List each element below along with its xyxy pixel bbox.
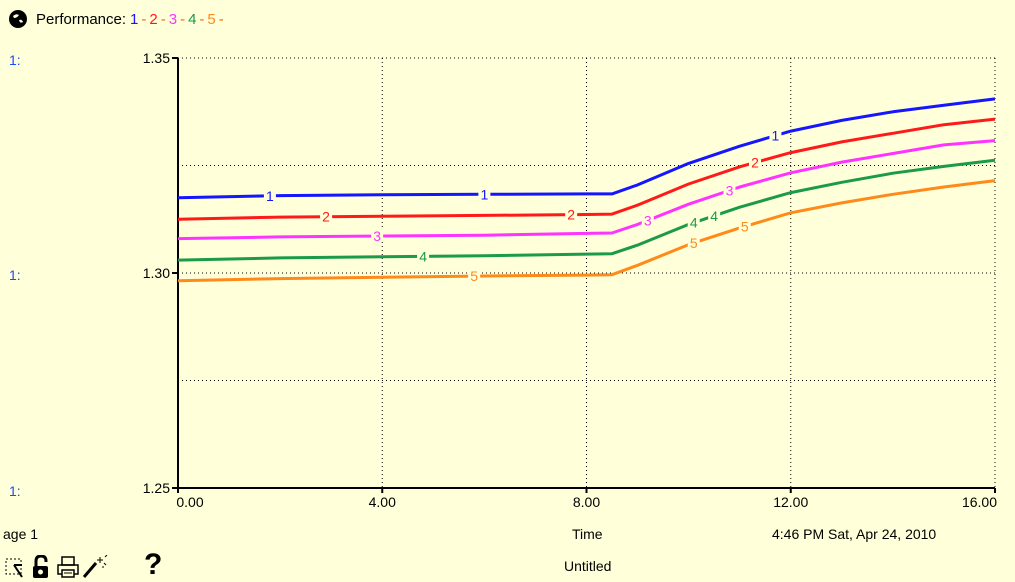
series-marker-bg bbox=[263, 187, 276, 202]
series-marker-bg bbox=[371, 228, 384, 243]
series-line-1 bbox=[177, 97, 996, 200]
series-marker-5: 5 bbox=[741, 218, 749, 234]
legend-ref-1[interactable]: 1 bbox=[130, 11, 139, 28]
y-tick-label: 1.30 bbox=[143, 265, 170, 281]
series-line-3 bbox=[177, 139, 996, 241]
timestamp: 4:46 PM Sat, Apr 24, 2010 bbox=[772, 526, 937, 542]
series-marker-2: 2 bbox=[751, 155, 759, 171]
axis-prefix-mid: 1: bbox=[9, 267, 21, 283]
magic-wand-icon[interactable] bbox=[82, 555, 110, 579]
x-tick-label: 16.00 bbox=[962, 494, 997, 510]
series-marker-bg bbox=[769, 127, 782, 142]
series-line-5 bbox=[177, 179, 996, 283]
series-marker-bg bbox=[687, 234, 700, 249]
series-marker-1: 1 bbox=[480, 186, 488, 202]
globe-icon[interactable] bbox=[8, 9, 28, 29]
series-line-2 bbox=[177, 117, 996, 221]
chart-title: Performance: bbox=[36, 11, 127, 28]
series-line-4 bbox=[177, 158, 996, 262]
x-tick-label: 12.00 bbox=[773, 494, 808, 510]
grid-lines bbox=[177, 57, 996, 489]
series-marker-bg bbox=[738, 218, 751, 233]
select-icon[interactable] bbox=[4, 555, 26, 579]
axis-prefix-bottom: 1: bbox=[9, 483, 21, 499]
series-marker-4: 4 bbox=[710, 208, 718, 224]
series-marker-bg bbox=[687, 214, 700, 229]
print-icon[interactable] bbox=[56, 555, 80, 579]
y-tick-label: 1.25 bbox=[143, 480, 170, 496]
chart-header: Performance: 1-2-3-4-5- bbox=[36, 11, 224, 28]
series-marker-3: 3 bbox=[373, 228, 381, 244]
help-button[interactable]: ? bbox=[144, 548, 163, 581]
series-marker-1: 1 bbox=[772, 128, 780, 144]
series-marker-1: 1 bbox=[266, 188, 274, 204]
x-tick-label: 8.00 bbox=[573, 494, 600, 510]
series-marker-bg bbox=[749, 154, 762, 169]
series-marker-4: 4 bbox=[419, 248, 427, 264]
line-chart: 1.251.301.350.00 4.00 8.00 12.00 16.00 1 112 2… bbox=[143, 50, 997, 510]
series-marker-5: 5 bbox=[470, 268, 478, 284]
x-tick-label: 0.00 bbox=[176, 494, 203, 510]
document-title: Untitled bbox=[564, 558, 612, 574]
series-marker-bg bbox=[478, 186, 491, 201]
series-marker-3: 3 bbox=[644, 212, 652, 228]
series-marker-bg bbox=[708, 207, 721, 222]
y-tick-label: 1.35 bbox=[143, 50, 170, 66]
series-marker-bg bbox=[641, 212, 654, 227]
series-marker-5: 5 bbox=[690, 235, 698, 251]
series-marker-bg bbox=[565, 206, 578, 221]
lock-icon[interactable] bbox=[30, 555, 52, 579]
x-tick-label: 4.00 bbox=[369, 494, 396, 510]
legend-ref-5[interactable]: 5 bbox=[207, 11, 216, 28]
legend-ref-2[interactable]: 2 bbox=[149, 11, 158, 28]
legend-ref-3[interactable]: 3 bbox=[168, 11, 178, 28]
series-marker-bg bbox=[468, 268, 481, 283]
series-marker-bg bbox=[723, 182, 736, 197]
page-label[interactable]: age 1 bbox=[3, 526, 39, 542]
series-marker-bg bbox=[417, 248, 430, 263]
series-marker-4: 4 bbox=[690, 215, 698, 231]
tick-labels: 1.25 1.30 1.35 0.00 4.00 8.00 12.00 16.00 bbox=[143, 50, 997, 510]
series-marker-bg bbox=[320, 208, 333, 223]
series-lines bbox=[177, 97, 996, 283]
x-axis-label: Time bbox=[572, 526, 603, 542]
series-marker-3: 3 bbox=[726, 182, 734, 198]
legend-ref-4[interactable]: 4 bbox=[188, 11, 197, 28]
series-marker-2: 2 bbox=[567, 207, 575, 223]
series-marker-2: 2 bbox=[322, 209, 330, 225]
axis-prefix-top: 1: bbox=[9, 52, 21, 68]
